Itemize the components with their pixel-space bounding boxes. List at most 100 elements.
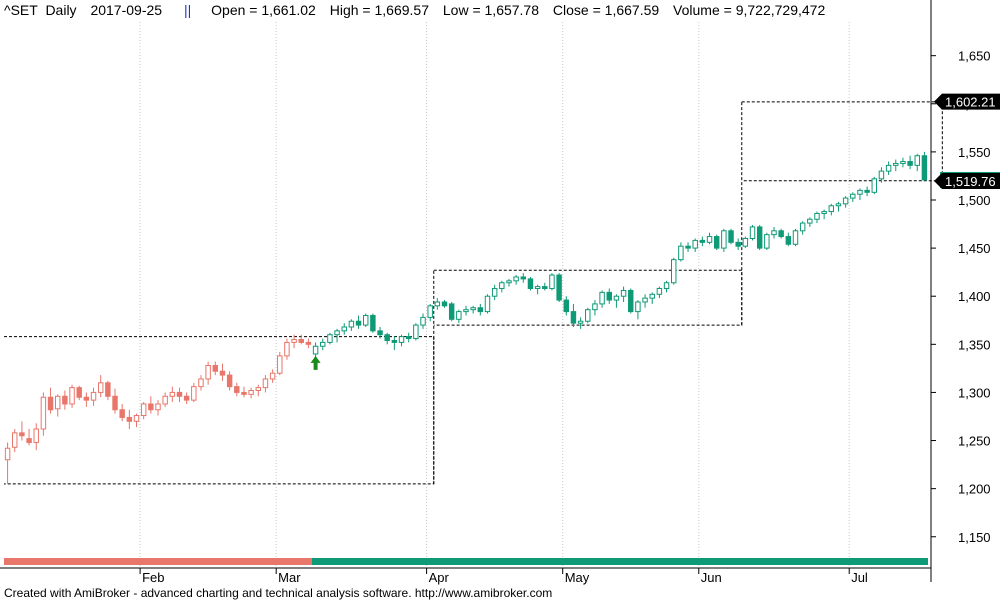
candle-body [842,197,849,205]
candle-body [850,193,856,199]
candle-body [140,403,147,417]
price-tag-label: 1,519.76 [945,174,996,189]
candle-body [577,320,584,324]
candle-body [878,170,885,180]
candle-body [226,374,233,388]
candle-body [148,403,154,411]
candle-body [513,276,519,282]
candle-body [649,293,655,299]
candle-body [69,387,75,405]
tick-label-month: Jun [701,570,722,585]
candle-body [155,403,161,411]
candle-body [248,390,254,395]
candle-body [405,336,412,340]
candle-body [921,155,928,181]
candle-body [327,334,333,343]
candle-body [771,230,777,236]
candle-body [105,382,111,397]
candle-body [499,282,505,290]
candle-body [742,237,749,247]
candle-body [277,355,283,374]
guide-box [741,101,943,182]
tick-label-price: 1,150 [958,530,991,545]
tick-label-price: 1,500 [958,193,991,208]
header-open: Open = 1,661.02 [211,2,316,18]
candle-body [219,370,226,376]
candle-body [470,307,476,311]
candle-body [685,245,691,249]
candle-body [312,345,319,355]
candle-body [885,164,892,172]
candle-body [656,288,663,295]
candle-body [112,395,118,411]
candle-body [728,230,734,243]
candle-body [520,276,527,280]
candle-body [162,395,168,405]
candle-body [384,334,390,341]
candle-body [549,274,555,290]
header-interval: Daily [45,2,76,18]
candle-body [642,297,648,303]
buy-arrow-icon [310,355,321,370]
tick-label-month: May [565,570,590,585]
price-tag-label: 1,602.21 [945,95,996,110]
candle-body [692,239,698,249]
candle-body [97,382,104,393]
header-close: Close = 1,667.59 [553,2,659,18]
candle-body [341,326,347,332]
candle-body [4,447,11,461]
candle-body [176,391,183,397]
price-axis[interactable]: 1,150 1,200 1,250 1,300 1,350 1,400 1,450 1,500… [931,49,991,545]
candle-body [183,395,190,401]
tick-label-price: 1,300 [958,385,991,400]
candle-body [198,378,204,388]
candle-body [33,428,39,443]
candle-body [441,301,448,307]
candle-body [635,301,641,313]
candle-body [448,303,455,320]
trend-band-up [4,558,312,565]
candle-body [169,391,176,397]
candle-body [262,378,269,389]
candle-body [534,286,541,290]
candle-body [828,205,835,213]
candle-body [83,396,90,401]
candle-body [699,239,706,243]
header-high: High = 1,669.57 [330,2,429,18]
candle-body [914,155,920,166]
candle-body [484,295,491,313]
candle-body [835,203,842,207]
candle-body [491,288,498,297]
price-tag [934,172,1000,189]
candle-body [542,286,548,290]
candle-body [90,391,97,401]
candle-body [19,432,25,437]
candle-body [799,222,806,232]
candle-body [234,386,240,393]
gridlines [139,22,850,568]
guide-box [4,336,435,485]
candle-body [320,341,326,347]
candle-body [305,341,312,345]
candle-body [427,305,433,318]
candle-body [133,415,140,422]
candle-body [764,234,770,249]
header-separator: || [184,2,191,18]
candle-body [570,311,577,324]
candle-body [456,311,462,320]
candle-body [26,438,32,443]
candle-body [40,396,47,430]
tick-label-month: Apr [429,570,450,585]
trend-band [4,558,928,565]
candle-body [398,336,405,343]
tick-label-price: 1,450 [958,241,991,256]
candle-body [334,330,340,336]
candle-body [678,245,684,261]
candle-body [391,339,398,343]
header-date: 2017-09-25 [90,2,162,18]
candle-body [191,386,197,401]
candle-body [778,230,784,238]
time-axis[interactable]: Feb Mar Apr May Jun Jul [139,568,868,585]
range-guides [4,101,943,485]
